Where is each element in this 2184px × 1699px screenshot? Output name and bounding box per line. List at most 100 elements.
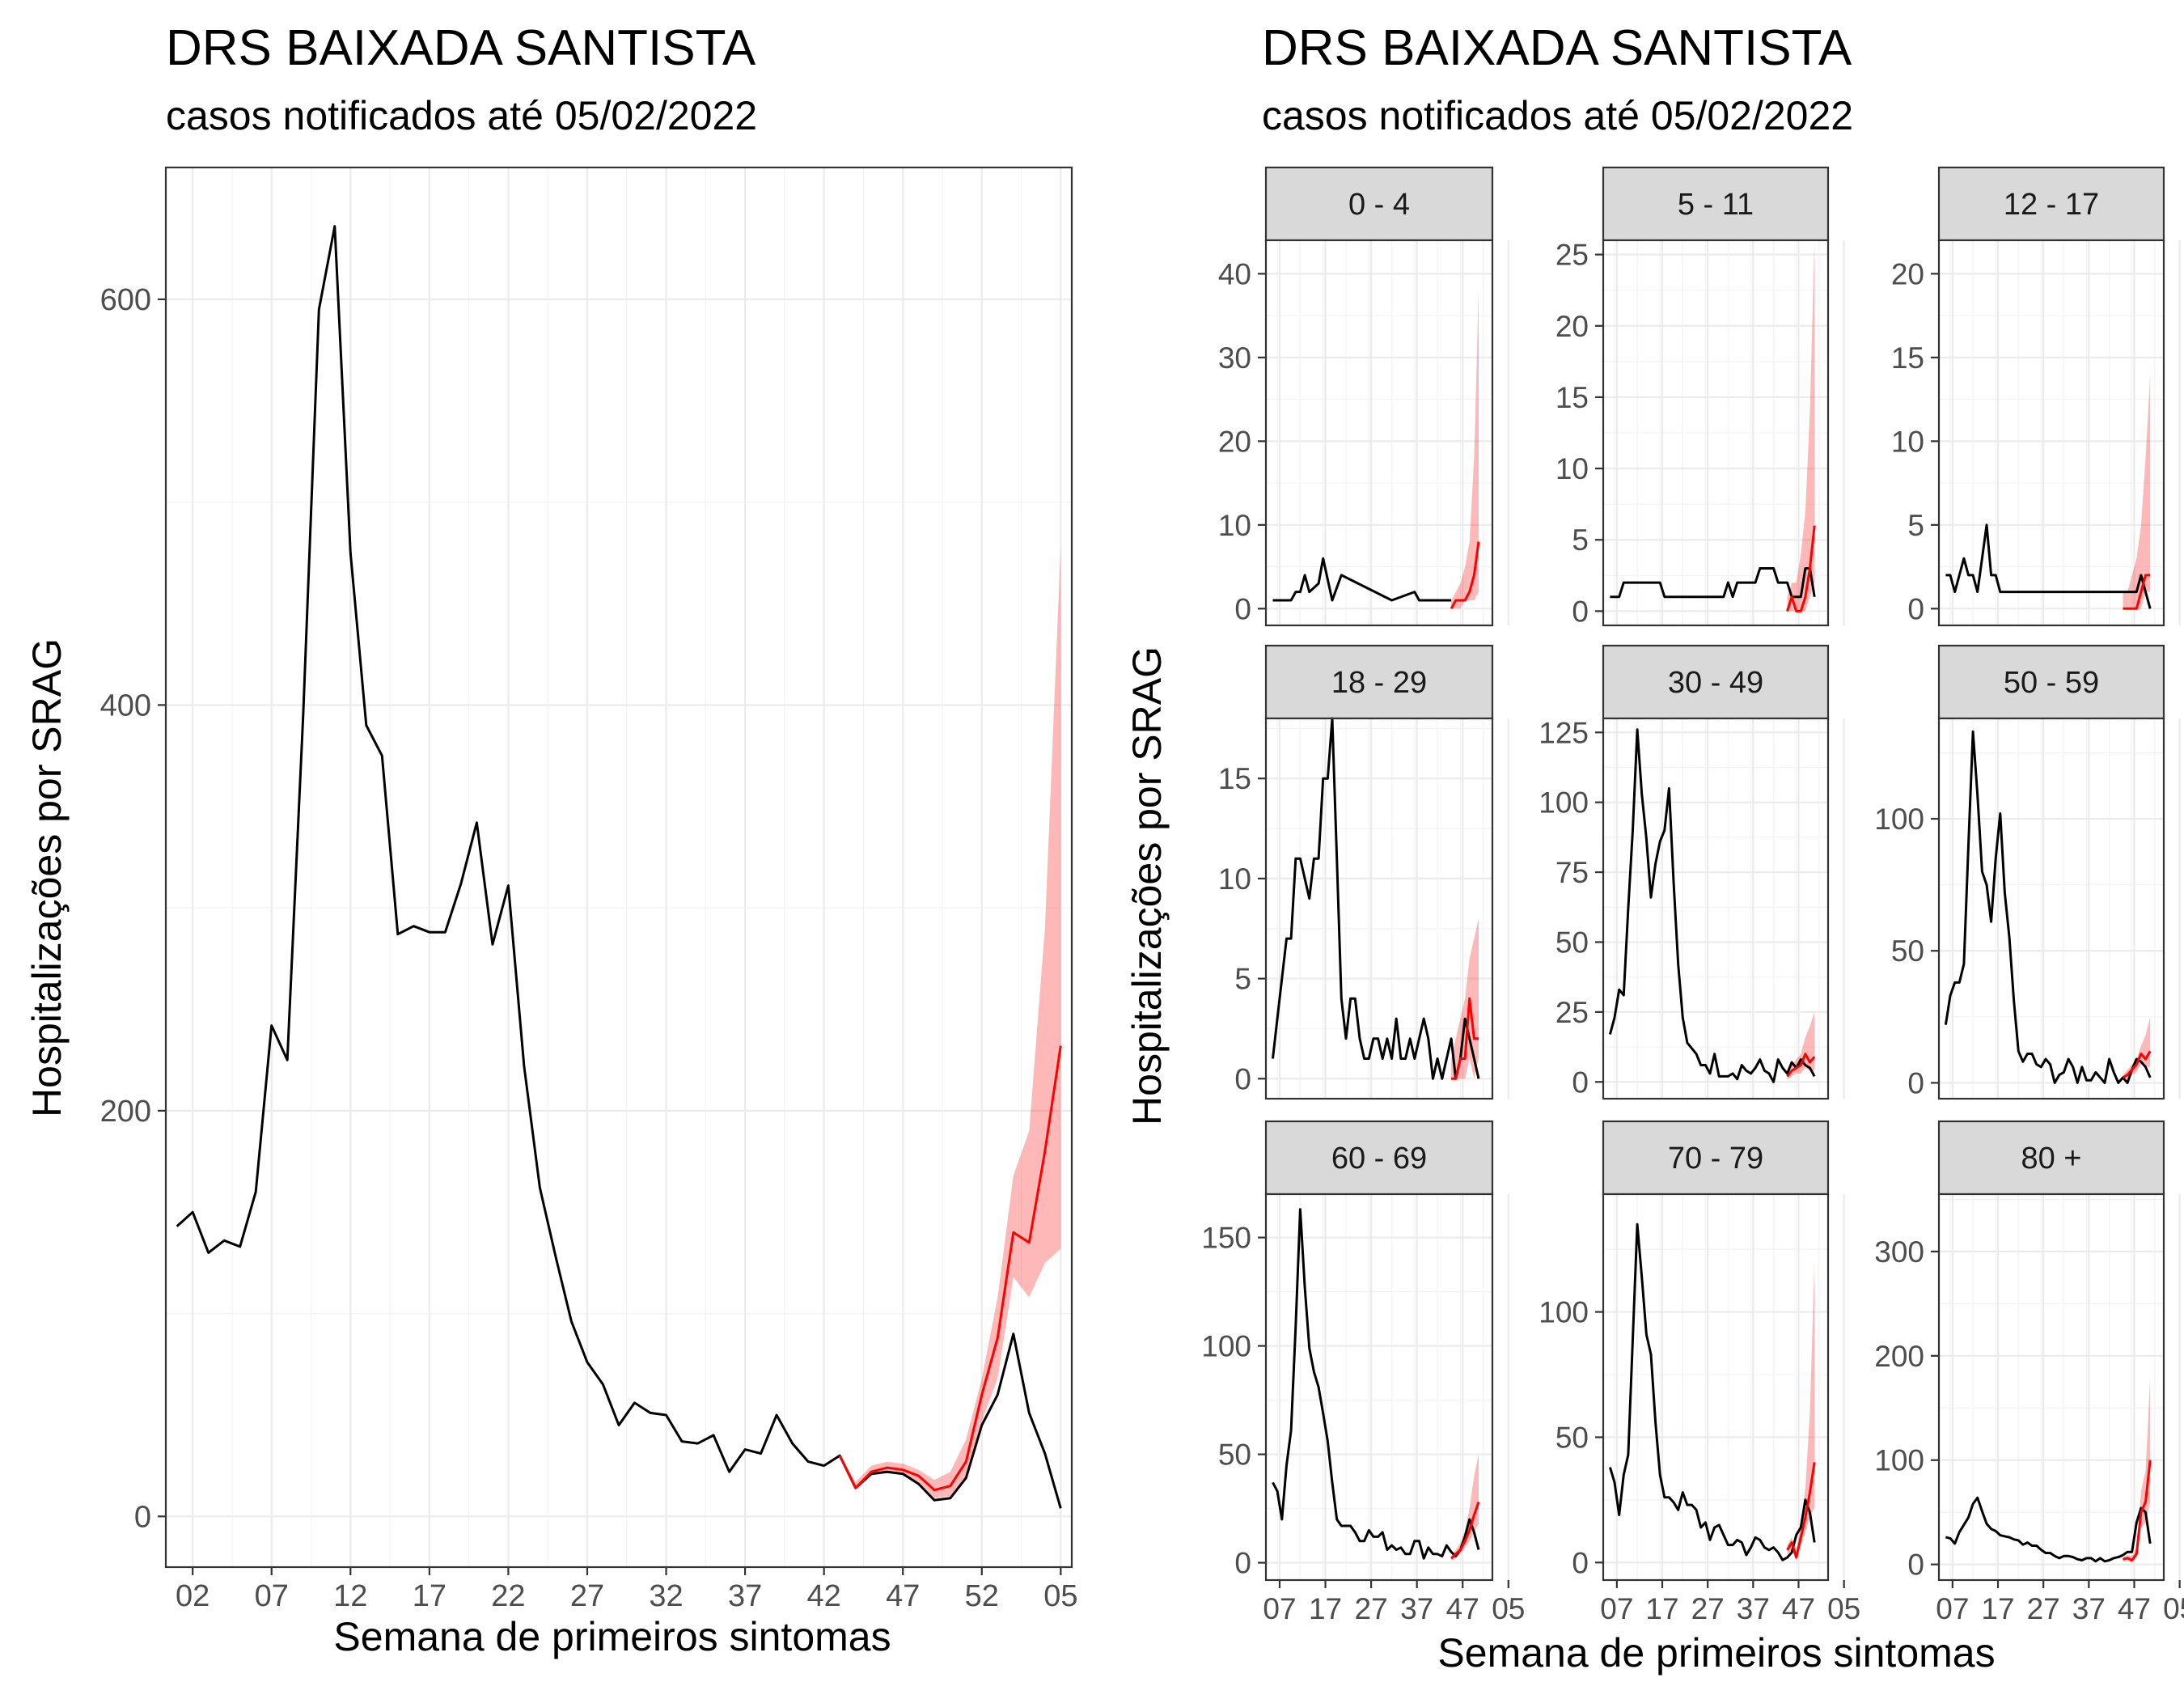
x-tick-label: 37 — [1400, 1592, 1433, 1625]
x-tick-label: 17 — [413, 1579, 447, 1613]
facet-strip — [1937, 644, 2165, 720]
observed-series-line — [176, 225, 1062, 1509]
y-tick-label: 0 — [1572, 1066, 1589, 1099]
y-tick-label: 0 — [1572, 595, 1589, 628]
y-tick-label: 0 — [1907, 1066, 1924, 1099]
facet-strip-label: 0 - 4 — [1348, 188, 1410, 222]
facet-strip — [1937, 166, 2165, 242]
facet-panel: 18 - 29 0 5 10 15 — [1218, 644, 1509, 1100]
x-tick-label: 17 — [1309, 1592, 1342, 1625]
x-tick-label: 02 — [176, 1579, 210, 1613]
facet-panel: 0 - 4 0 10 20 30 40 — [1218, 166, 1509, 627]
y-tick-label: 50 — [1218, 1438, 1251, 1472]
facet-strip — [1602, 644, 1830, 720]
estimate-series-line — [2123, 1460, 2152, 1561]
facet-strip — [1602, 1120, 1830, 1196]
estimate-band — [2123, 1376, 2151, 1563]
plot-background — [1939, 1194, 2164, 1580]
panel-border — [164, 166, 1073, 1569]
x-tick-label: 07 — [1936, 1592, 1969, 1625]
x-tick-label: 47 — [886, 1579, 920, 1613]
y-tick-label: 0 — [1234, 592, 1251, 625]
x-tick-label: 37 — [1737, 1592, 1770, 1625]
plot-background — [1939, 240, 2164, 625]
x-tick-label: 07 — [1263, 1592, 1296, 1625]
right-y-axis-title: Hospitalizações por SRAG — [1124, 646, 1170, 1125]
estimate-band — [1787, 1011, 1815, 1079]
y-tick-label: 0 — [1907, 1549, 1924, 1582]
x-tick-label: 27 — [1691, 1592, 1725, 1625]
x-tick-label: 07 — [255, 1579, 289, 1613]
observed-series-line — [1610, 567, 1816, 599]
facet-strip-label: 80 + — [2021, 1142, 2081, 1176]
estimate-series-line — [1450, 1502, 1480, 1560]
estimate-series-line — [1786, 1462, 1816, 1559]
left-x-axis-title: Semana de primeiros sintomas — [333, 1614, 891, 1659]
plot-background — [1266, 240, 1492, 625]
estimate-series-line — [2123, 574, 2151, 610]
y-tick-label: 20 — [1891, 257, 1924, 290]
y-tick-label: 25 — [1555, 996, 1589, 1029]
panel-border — [1602, 239, 1830, 627]
facet-strip-label: 70 - 79 — [1668, 1142, 1763, 1176]
y-tick-label: 200 — [1874, 1340, 1924, 1373]
x-tick-label: 27 — [2027, 1592, 2060, 1625]
facet-strip — [1264, 644, 1494, 720]
y-tick-label: 400 — [100, 688, 151, 722]
plot-background — [1266, 718, 1492, 1099]
y-tick-label: 5 — [1572, 523, 1589, 557]
facet-panel: 50 - 59 0 50 100 — [1874, 644, 2181, 1100]
left-chart-title: DRS BAIXADA SANTISTA — [166, 20, 756, 76]
x-tick-label: 22 — [491, 1579, 525, 1613]
observed-series-line — [1272, 1208, 1480, 1560]
y-tick-label: 20 — [1218, 425, 1251, 458]
y-tick-label: 10 — [1555, 452, 1589, 485]
estimate-band — [1451, 918, 1479, 1079]
panel-border — [1937, 1193, 2165, 1582]
facet-strip-label: 50 - 59 — [2004, 666, 2099, 700]
y-tick-label: 40 — [1218, 257, 1251, 290]
panel-border — [1264, 1193, 1494, 1582]
observed-series-line — [1945, 1496, 2152, 1563]
x-tick-label: 42 — [807, 1579, 841, 1613]
x-tick-label: 17 — [1645, 1592, 1678, 1625]
facet-panel: 60 - 69 0 50 100 150 07 17 27 37 47 05 — [1201, 1120, 1525, 1625]
x-tick-label: 47 — [1446, 1592, 1479, 1625]
estimate-band — [1787, 1261, 1815, 1561]
y-tick-label: 0 — [1234, 1547, 1251, 1580]
panel-border — [1264, 717, 1494, 1100]
estimate-band — [840, 546, 1061, 1498]
y-tick-label: 30 — [1218, 341, 1251, 375]
facet-strip-label: 60 - 69 — [1331, 1142, 1427, 1176]
x-tick-label: 12 — [333, 1579, 367, 1613]
facet-panel: 12 - 17 0 5 10 15 20 — [1891, 166, 2181, 627]
y-tick-label: 20 — [1555, 310, 1589, 343]
estimate-series-line — [1451, 997, 1479, 1080]
y-tick-label: 100 — [1874, 803, 1924, 836]
x-tick-label: 47 — [2118, 1592, 2151, 1625]
y-tick-label: 125 — [1539, 716, 1589, 749]
y-tick-label: 300 — [1874, 1235, 1924, 1269]
y-tick-label: 10 — [1218, 862, 1251, 896]
panel-border — [1602, 1193, 1830, 1582]
observed-series-line — [1608, 1222, 1816, 1561]
observed-series-line — [1272, 717, 1480, 1080]
x-tick-label: 05 — [1492, 1592, 1525, 1625]
y-tick-label: 15 — [1555, 381, 1589, 414]
estimate-band — [2123, 374, 2151, 609]
estimate-series-line — [1450, 541, 1480, 610]
x-tick-label: 52 — [965, 1579, 999, 1613]
x-tick-label: 05 — [1827, 1592, 1860, 1625]
panel-border — [1937, 717, 2165, 1100]
y-tick-label: 25 — [1555, 239, 1589, 272]
left-y-axis-title: Hospitalizações por SRAG — [24, 638, 70, 1117]
x-tick-label: 32 — [649, 1579, 683, 1613]
y-tick-label: 150 — [1201, 1222, 1251, 1255]
facet-strip-label: 18 - 29 — [1331, 666, 1427, 700]
y-tick-label: 50 — [1555, 926, 1589, 959]
right-x-axis-title: Semana de primeiros sintomas — [1437, 1630, 1995, 1676]
estimate-band — [1451, 290, 1479, 609]
x-tick-label: 27 — [1355, 1592, 1388, 1625]
estimate-series-line — [2122, 1050, 2152, 1079]
